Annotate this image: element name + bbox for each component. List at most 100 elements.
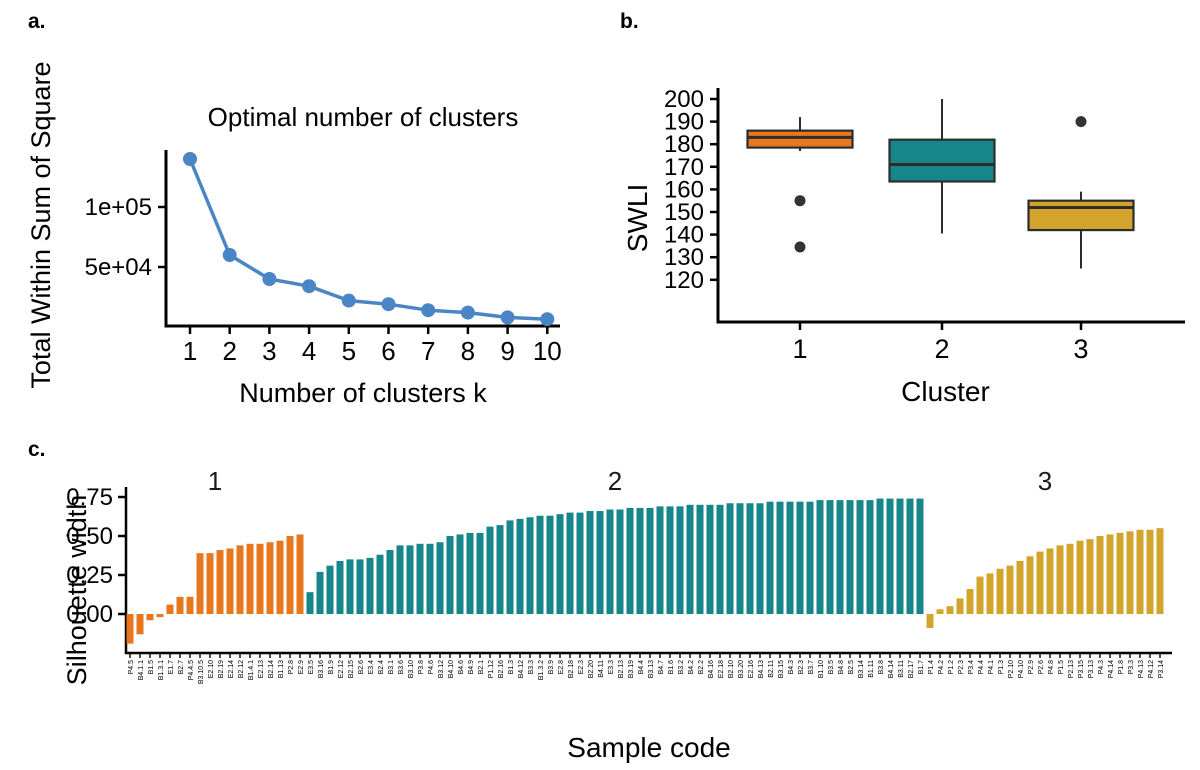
sample-code-label: E3.4 bbox=[368, 660, 375, 675]
silhouette-bar bbox=[426, 543, 434, 614]
silhouette-bar bbox=[636, 507, 644, 614]
silhouette-bar bbox=[516, 518, 524, 614]
sample-code-label: B1.5 bbox=[148, 660, 155, 675]
silhouette-bar bbox=[396, 545, 404, 614]
silhouette-bar bbox=[236, 545, 244, 614]
silhouette-bar bbox=[666, 506, 674, 614]
sample-code-label: P4.12 bbox=[1148, 660, 1155, 678]
sample-code-label: B4.11 bbox=[598, 660, 605, 678]
sample-code-label: P4.3 bbox=[1098, 660, 1105, 675]
sample-code-label: P2.9 bbox=[1028, 660, 1035, 675]
sample-code-label: P4.14 bbox=[1108, 660, 1115, 678]
sample-code-label: B3.8 bbox=[878, 660, 885, 675]
silhouette-bar bbox=[706, 504, 714, 614]
silhouette-bar bbox=[1106, 534, 1114, 614]
sample-code-label: B2.19 bbox=[218, 660, 225, 678]
elbow-point bbox=[222, 248, 237, 262]
silhouette-bar bbox=[1136, 529, 1144, 614]
silhouette-bar bbox=[906, 498, 914, 614]
silhouette-bar bbox=[486, 526, 494, 614]
elbow-line bbox=[188, 158, 548, 321]
sample-code-label: P4.10 bbox=[1018, 660, 1025, 678]
sample-code-label: B2.3 bbox=[798, 660, 805, 675]
sample-code-label: P1.2 bbox=[948, 660, 955, 675]
silhouette-bar bbox=[496, 525, 504, 614]
sample-code-label: B4.4 bbox=[638, 660, 645, 675]
sample-code-label: P1.4 bbox=[928, 660, 935, 675]
x-tick-label: 9 bbox=[500, 336, 514, 366]
silhouette-bar bbox=[806, 501, 814, 614]
panel-c-y-axis-title: Silhouette width bbox=[62, 494, 92, 686]
y-tick-label: 1e+05 bbox=[85, 194, 152, 221]
silhouette-bar bbox=[296, 534, 304, 614]
sample-code-label: B4.1.1 bbox=[138, 660, 145, 680]
x-tick-label: 10 bbox=[533, 336, 562, 366]
silhouette-bar bbox=[916, 498, 924, 614]
sample-code-label: B1.13 bbox=[278, 660, 285, 678]
sample-code-label: P2.8 bbox=[288, 660, 295, 675]
sample-code-label: P4.5 bbox=[128, 660, 135, 675]
silhouette-bar bbox=[896, 498, 904, 614]
silhouette-bar bbox=[696, 504, 704, 614]
silhouette-bar bbox=[386, 550, 394, 614]
silhouette-bar bbox=[986, 573, 994, 614]
sample-code-label: B1.3.1 bbox=[158, 660, 165, 680]
silhouette-bar bbox=[756, 503, 764, 614]
y-tick-label: 160 bbox=[664, 176, 704, 203]
silhouette-bar bbox=[686, 504, 694, 614]
sample-code-label: B2.6 bbox=[358, 660, 365, 675]
sample-code-label: E2.13 bbox=[258, 660, 265, 678]
sample-code-label: P1.8 bbox=[1118, 660, 1125, 675]
sample-code-label: P4.4 bbox=[978, 660, 985, 675]
silhouette-bar bbox=[256, 543, 264, 614]
silhouette-bar bbox=[576, 512, 584, 614]
silhouette-bar bbox=[216, 550, 224, 614]
outlier-point bbox=[794, 195, 806, 207]
sample-code-label: B3.10.5 bbox=[198, 660, 205, 684]
sample-code-label: B4.2 bbox=[688, 660, 695, 675]
sample-code-label: E2.10 bbox=[208, 660, 215, 678]
sample-code-label: P3.13 bbox=[1088, 660, 1095, 678]
silhouette-bar bbox=[266, 542, 274, 614]
sample-code-label: B1.10 bbox=[818, 660, 825, 678]
sample-code-label: P1.5 bbox=[1058, 660, 1065, 675]
silhouette-bar bbox=[346, 559, 354, 614]
silhouette-bar bbox=[526, 517, 534, 614]
silhouette-bar bbox=[796, 501, 804, 614]
silhouette-bar bbox=[716, 504, 724, 614]
y-tick-label: 130 bbox=[664, 244, 704, 271]
sample-code-label: P3.4 bbox=[968, 660, 975, 675]
silhouette-bar bbox=[276, 540, 284, 614]
sample-code-label: B4.13 bbox=[758, 660, 765, 678]
sample-code-label: B1.9 bbox=[328, 660, 335, 675]
sample-code-label: B3.14 bbox=[858, 660, 865, 678]
silhouette-bar bbox=[326, 565, 334, 614]
sample-code-label: P4.1 bbox=[988, 660, 995, 675]
sample-code-label: B3.7 bbox=[808, 660, 815, 675]
elbow-point bbox=[460, 305, 475, 320]
sample-code-label: B3.12 bbox=[438, 660, 445, 678]
silhouette-bar bbox=[1006, 565, 1014, 614]
sample-code-label: E2.14 bbox=[228, 660, 235, 678]
sample-code-label: P3.3 bbox=[1128, 660, 1135, 675]
outlier-point bbox=[1075, 116, 1087, 128]
sample-code-label: B3.1 bbox=[388, 660, 395, 675]
silhouette-bar bbox=[476, 532, 484, 614]
silhouette-bar bbox=[436, 542, 444, 614]
sample-code-label: P3.14 bbox=[1158, 660, 1165, 678]
sample-code-label: B2.14 bbox=[268, 660, 275, 678]
y-tick-label: 5e+04 bbox=[85, 254, 152, 281]
elbow-point bbox=[183, 152, 197, 166]
sample-code-label: B2.11 bbox=[768, 660, 775, 678]
sample-code-label: B2.18 bbox=[568, 660, 575, 678]
sample-code-label: E1.7 bbox=[168, 660, 175, 675]
sample-code-label: B3.6 bbox=[398, 660, 405, 675]
silhouette-bar bbox=[1076, 540, 1084, 614]
silhouette-bar bbox=[946, 606, 954, 614]
sample-code-label: B3.9 bbox=[548, 660, 555, 675]
silhouette-bar bbox=[586, 511, 594, 614]
silhouette-bar bbox=[226, 548, 234, 614]
silhouette-bar bbox=[1126, 531, 1134, 614]
silhouette-bar bbox=[176, 596, 184, 614]
